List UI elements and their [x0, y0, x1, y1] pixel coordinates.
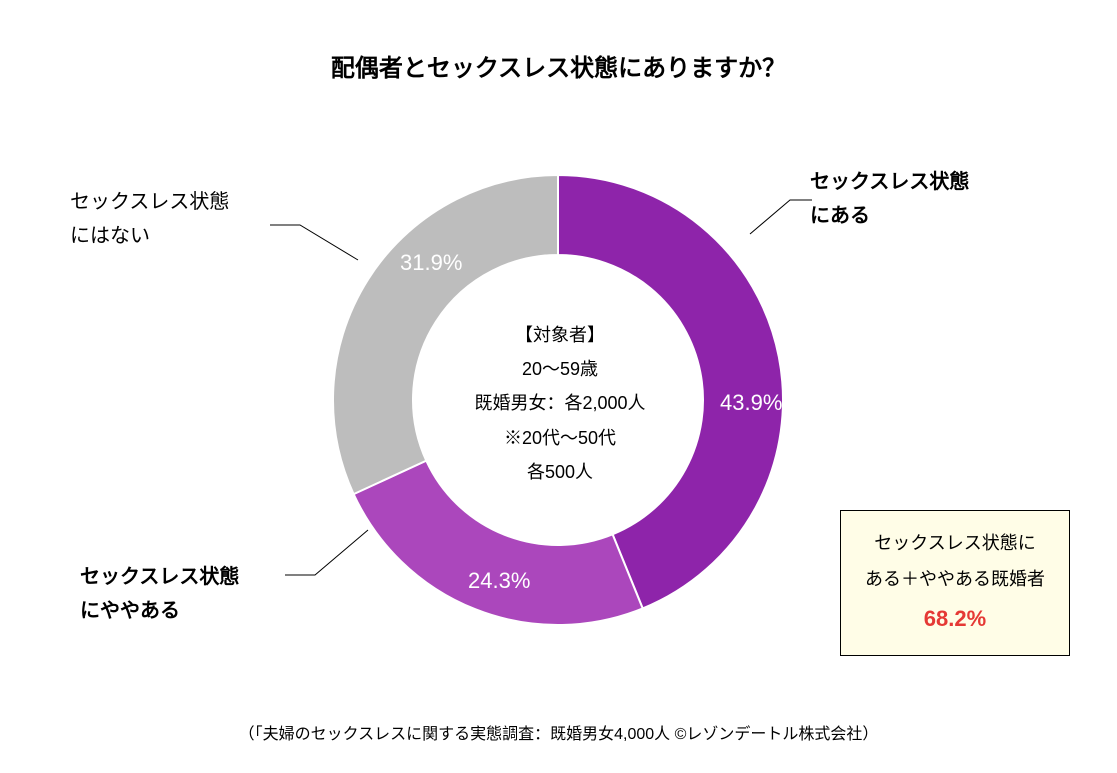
summary-line: セックスレス状態に: [859, 525, 1051, 561]
leader-line-1: [285, 530, 368, 575]
leader-line-0: [750, 200, 812, 234]
chart-center-text: 【対象者】20～59歳既婚男女：各2,000人※20代～50代各500人: [460, 318, 660, 489]
slice-label-2: セックスレス状態にはない: [70, 185, 229, 253]
slice-label-1: セックスレス状態にややある: [80, 560, 239, 628]
slice-label-0: セックスレス状態にある: [810, 165, 969, 233]
center-text-line: 20～59歳: [460, 352, 660, 386]
center-text-line: 各500人: [460, 455, 660, 489]
slice-pct-1: 24.3%: [468, 568, 530, 594]
slice-pct-0: 43.9%: [720, 390, 782, 416]
slice-pct-2: 31.9%: [400, 250, 462, 276]
center-text-line: ※20代～50代: [460, 421, 660, 455]
center-text-line: 【対象者】: [460, 318, 660, 352]
summary-box: セックスレス状態にある＋ややある既婚者68.2%: [840, 510, 1070, 656]
footnote: （「夫婦のセックスレスに関する実態調査：既婚男女4,000人 ©レゾンデートル株…: [0, 720, 1117, 744]
leader-line-2: [270, 225, 358, 260]
summary-highlight: 68.2%: [859, 597, 1051, 641]
center-text-line: 既婚男女：各2,000人: [460, 386, 660, 420]
summary-line: ある＋ややある既婚者: [859, 561, 1051, 597]
